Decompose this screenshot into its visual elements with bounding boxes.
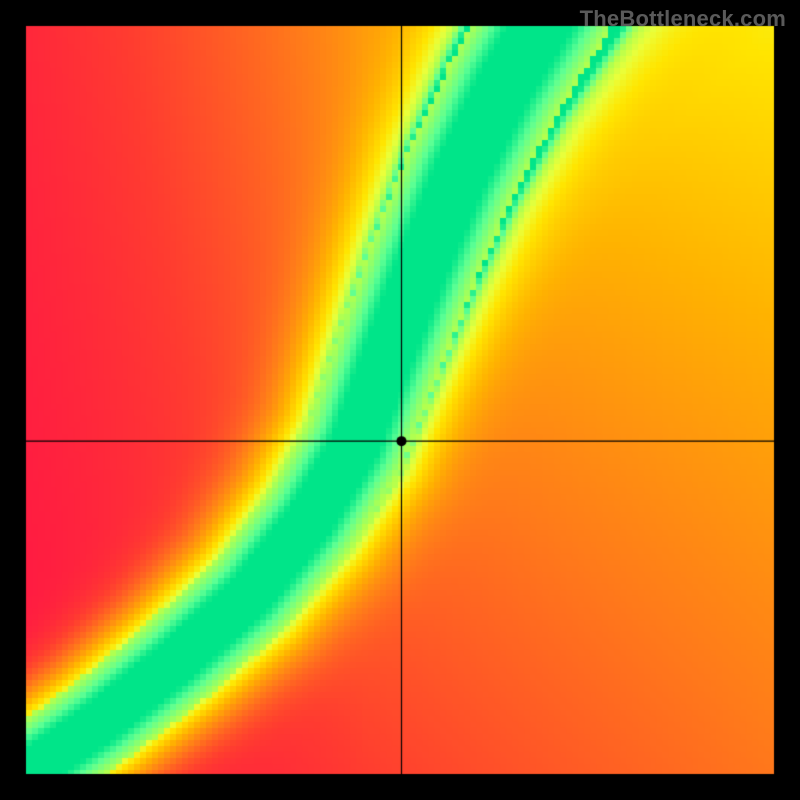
watermark-text: TheBottleneck.com (580, 6, 786, 32)
heatmap-stage: { "source_watermark": { "text": "TheBott… (0, 0, 800, 800)
bottleneck-heatmap (0, 0, 800, 800)
